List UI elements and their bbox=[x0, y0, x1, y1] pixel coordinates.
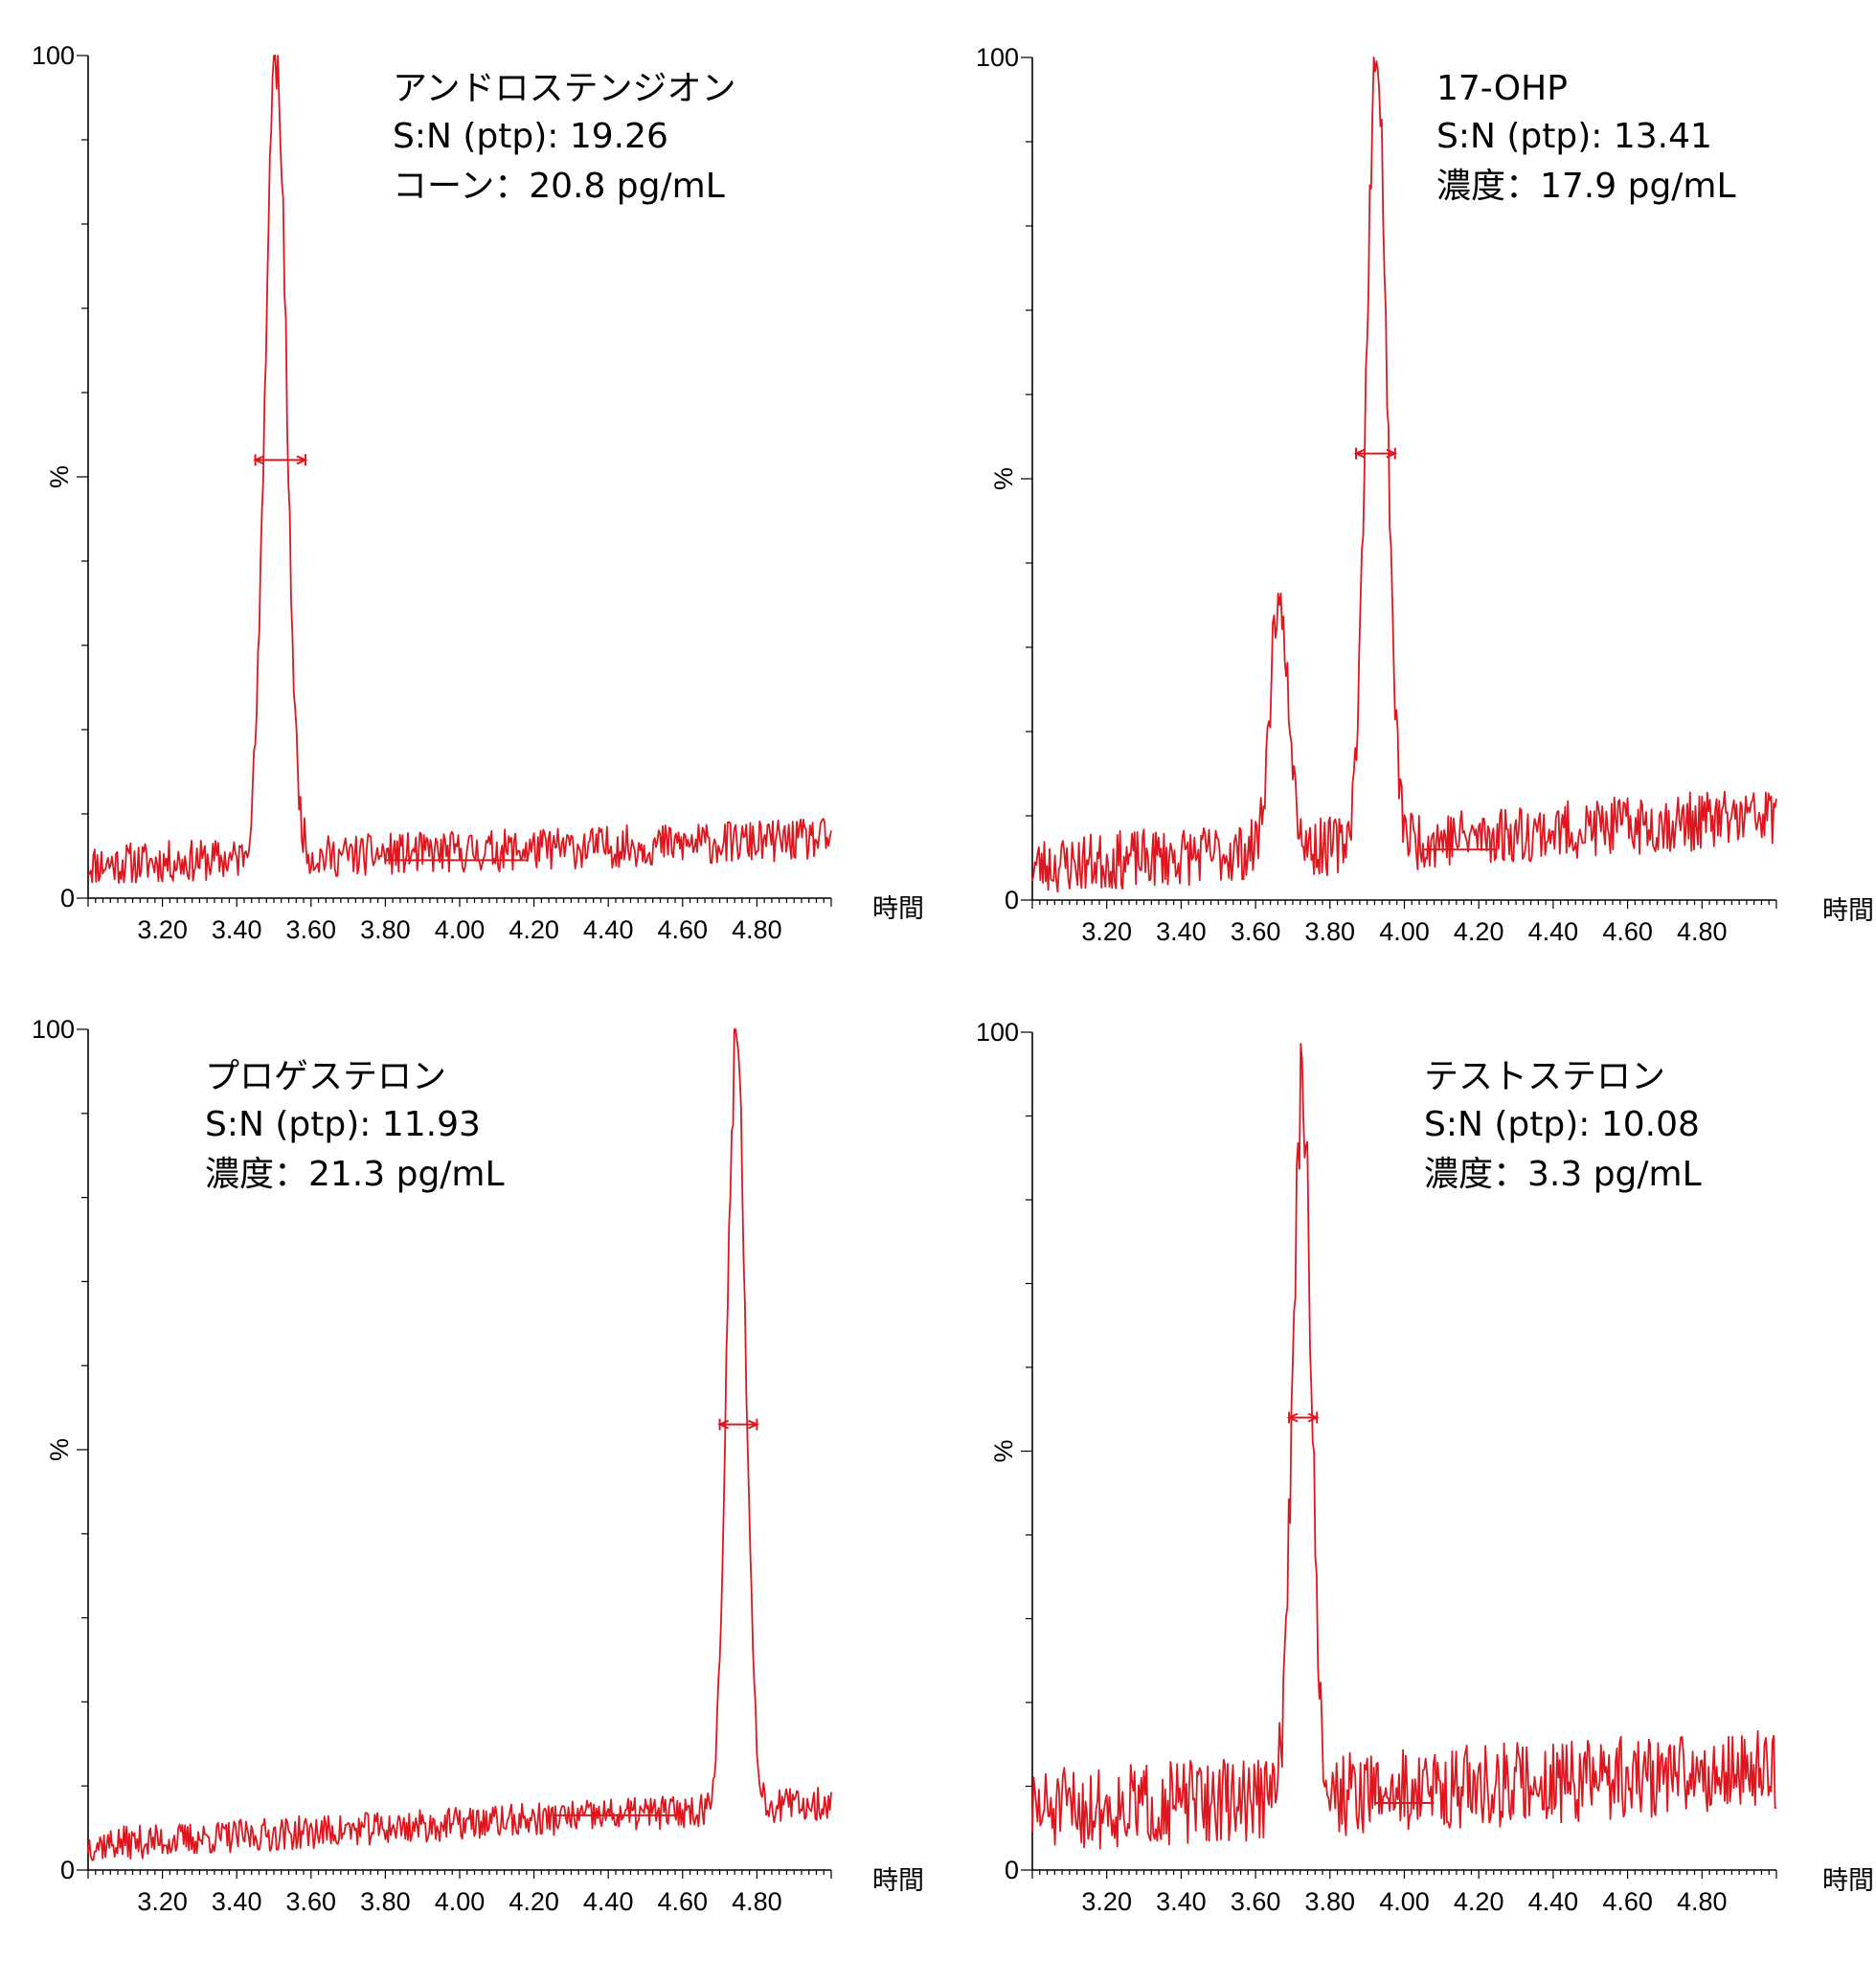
x-tick-label: 3.40 bbox=[1156, 1887, 1207, 1916]
x-tick-label: 3.60 bbox=[1231, 1887, 1281, 1916]
x-tick-label: 3.60 bbox=[1231, 917, 1281, 946]
y-tick-label: 100 bbox=[32, 1015, 75, 1044]
y-tick-label: 0 bbox=[1005, 886, 1019, 914]
x-tick-label: 3.60 bbox=[286, 915, 337, 944]
y-axis-label: % bbox=[989, 467, 1018, 490]
peak-width-arrow bbox=[253, 455, 265, 465]
signal-to-noise-text: S:N (ptp): 13.41 bbox=[1436, 117, 1712, 156]
x-tick-label: 4.20 bbox=[509, 915, 559, 944]
x-tick-label: 4.60 bbox=[658, 915, 709, 944]
x-tick-label: 4.00 bbox=[1379, 1887, 1430, 1916]
x-tick-label: 3.40 bbox=[1156, 917, 1207, 946]
x-tick-label: 4.80 bbox=[732, 1887, 782, 1916]
signal-to-noise-text: S:N (ptp): 19.26 bbox=[393, 117, 668, 156]
x-tick-label: 4.60 bbox=[1602, 1887, 1653, 1916]
x-tick-label: 4.60 bbox=[1602, 917, 1653, 946]
chart-panel-17ohp: 0% 100 3.20 3.40 3.60 3.80 4.00 4.20 4.40 4.60 4.8… bbox=[976, 43, 1874, 946]
x-tick-label: 4.80 bbox=[732, 915, 782, 944]
x-tick-label: 4.60 bbox=[658, 1887, 709, 1916]
signal-to-noise-text: S:N (ptp): 10.08 bbox=[1424, 1105, 1700, 1144]
x-tick-label: 4.20 bbox=[1454, 1887, 1504, 1916]
peak-width-arrow bbox=[1386, 448, 1398, 459]
peak-width-arrow bbox=[1307, 1412, 1320, 1423]
x-tick-label: 3.80 bbox=[1305, 1887, 1356, 1916]
x-tick-label: 4.00 bbox=[435, 915, 486, 944]
x-tick-label: 3.20 bbox=[137, 915, 188, 944]
chart-panel-androstenedione: 0% 100 3.20 3.40 3.60 3.80 4.00 4.20 4.40 4.60 4.8… bbox=[32, 41, 924, 944]
x-tick-label: 3.20 bbox=[1081, 917, 1132, 946]
compound-title: プロゲステロン bbox=[205, 1057, 446, 1096]
x-tick-label: 4.20 bbox=[1454, 917, 1504, 946]
series-line bbox=[1031, 1043, 1777, 1850]
x-tick-label: 4.40 bbox=[583, 1887, 634, 1916]
y-tick-label: 100 bbox=[976, 1018, 1019, 1047]
x-tick-label: 3.40 bbox=[212, 915, 262, 944]
chart-panel-testosterone: 0% 100 3.20 3.40 3.60 3.80 4.00 4.20 4.40 4.60 4.8… bbox=[976, 1018, 1874, 1916]
concentration-text: 濃度：3.3 pg/mL bbox=[1424, 1155, 1702, 1194]
x-axis-label: 時間 bbox=[1822, 1866, 1874, 1896]
concentration-text: コーン：20.8 pg/mL bbox=[393, 167, 725, 206]
compound-title: テストステロン bbox=[1424, 1057, 1665, 1096]
y-tick-label: 0 bbox=[60, 884, 75, 913]
series-line bbox=[1031, 56, 1777, 893]
y-axis-label: % bbox=[989, 1439, 1018, 1462]
concentration-text: 濃度：17.9 pg/mL bbox=[1436, 167, 1736, 206]
y-tick-label: 0 bbox=[1005, 1856, 1019, 1884]
x-tick-label: 3.20 bbox=[1081, 1887, 1132, 1916]
y-axis-label: % bbox=[45, 465, 74, 488]
peak-width-arrow bbox=[747, 1419, 759, 1430]
y-axis-label: % bbox=[45, 1438, 74, 1461]
x-tick-label: 4.80 bbox=[1677, 917, 1728, 946]
y-tick-label: 100 bbox=[32, 41, 75, 70]
peak-width-arrow bbox=[717, 1419, 730, 1430]
x-tick-label: 3.20 bbox=[137, 1887, 188, 1916]
x-tick-label: 3.80 bbox=[360, 1887, 411, 1916]
compound-title: アンドロステンジオン bbox=[393, 69, 736, 108]
concentration-text: 濃度：21.3 pg/mL bbox=[205, 1155, 505, 1194]
peak-width-arrow bbox=[1286, 1412, 1299, 1423]
x-tick-label: 4.40 bbox=[583, 915, 634, 944]
peak-width-arrow bbox=[296, 455, 308, 465]
x-tick-label: 4.20 bbox=[509, 1887, 559, 1916]
x-tick-label: 3.80 bbox=[360, 915, 411, 944]
x-tick-label: 3.40 bbox=[212, 1887, 262, 1916]
x-axis-label: 時間 bbox=[1822, 896, 1874, 926]
x-tick-label: 4.80 bbox=[1677, 1887, 1728, 1916]
x-tick-label: 4.00 bbox=[1379, 917, 1430, 946]
x-tick-label: 4.40 bbox=[1528, 917, 1579, 946]
x-axis-label: 時間 bbox=[872, 894, 924, 924]
x-axis-label: 時間 bbox=[872, 1866, 924, 1896]
y-tick-label: 100 bbox=[976, 43, 1019, 72]
x-tick-label: 3.60 bbox=[286, 1887, 337, 1916]
series-line bbox=[87, 1028, 832, 1861]
x-tick-label: 4.00 bbox=[435, 1887, 486, 1916]
y-tick-label: 0 bbox=[60, 1856, 75, 1884]
x-tick-label: 3.80 bbox=[1305, 917, 1356, 946]
signal-to-noise-text: S:N (ptp): 11.93 bbox=[205, 1105, 481, 1144]
x-tick-label: 4.40 bbox=[1528, 1887, 1579, 1916]
compound-title: 17-OHP bbox=[1436, 69, 1568, 108]
peak-width-arrow bbox=[1353, 448, 1366, 459]
chart-panel-progesterone: 0% 100 3.20 3.40 3.60 3.80 4.00 4.20 4.40 4.60 4.8… bbox=[32, 1015, 924, 1916]
